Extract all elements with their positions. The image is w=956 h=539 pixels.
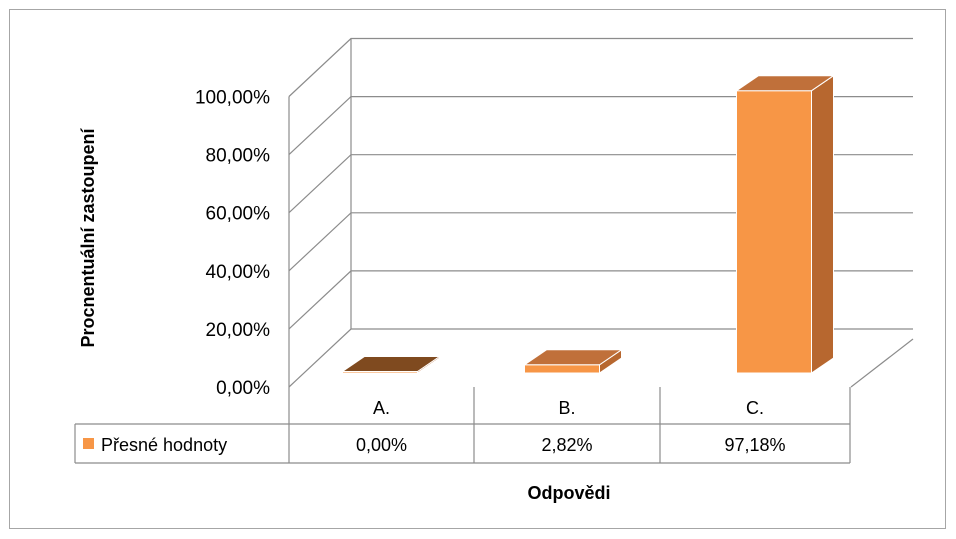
bar-front xyxy=(736,90,812,374)
gridlines xyxy=(288,37,914,388)
bar-top xyxy=(340,356,442,372)
category-label: C. xyxy=(746,398,764,418)
y-tick-label: 60,00% xyxy=(206,204,271,225)
gridline xyxy=(288,37,913,97)
gridline xyxy=(288,95,913,156)
y-tick-label: 80,00% xyxy=(206,146,271,167)
bar-side xyxy=(811,74,834,374)
bar-top xyxy=(522,349,624,366)
x-axis-title: Odpovědi xyxy=(527,483,610,503)
category-label: B. xyxy=(558,398,575,418)
floor-edge xyxy=(850,338,914,388)
bar-top xyxy=(734,75,836,92)
bars xyxy=(340,74,836,374)
gridline xyxy=(288,212,913,272)
legend-label: Přesné hodnoty xyxy=(101,435,227,455)
y-tick-label: 40,00% xyxy=(206,262,271,283)
legend-swatch xyxy=(83,438,94,449)
y-tick-labels: 0,00% 20,00% 40,00% 60,00% 80,00% 100,00% xyxy=(195,88,270,400)
gridline xyxy=(288,270,913,330)
bar-front xyxy=(524,364,600,374)
data-table: A. 0,00% B. 2,82% C. 97,18% Přesné hodnoty xyxy=(74,387,851,464)
gridline xyxy=(288,154,913,214)
data-table-value: 0,00% xyxy=(356,435,407,455)
bar xyxy=(340,355,442,374)
y-tick-label: 0,00% xyxy=(216,378,270,399)
data-table-value: 2,82% xyxy=(541,435,592,455)
bar xyxy=(522,348,624,374)
y-tick-label: 100,00% xyxy=(195,88,270,109)
y-axis-title: Procnentuální zastoupení xyxy=(78,127,98,347)
bar xyxy=(734,74,836,374)
y-tick-label: 20,00% xyxy=(206,320,271,341)
data-table-value: 97,18% xyxy=(724,435,785,455)
gridline xyxy=(288,328,913,388)
category-label: A. xyxy=(373,398,390,418)
